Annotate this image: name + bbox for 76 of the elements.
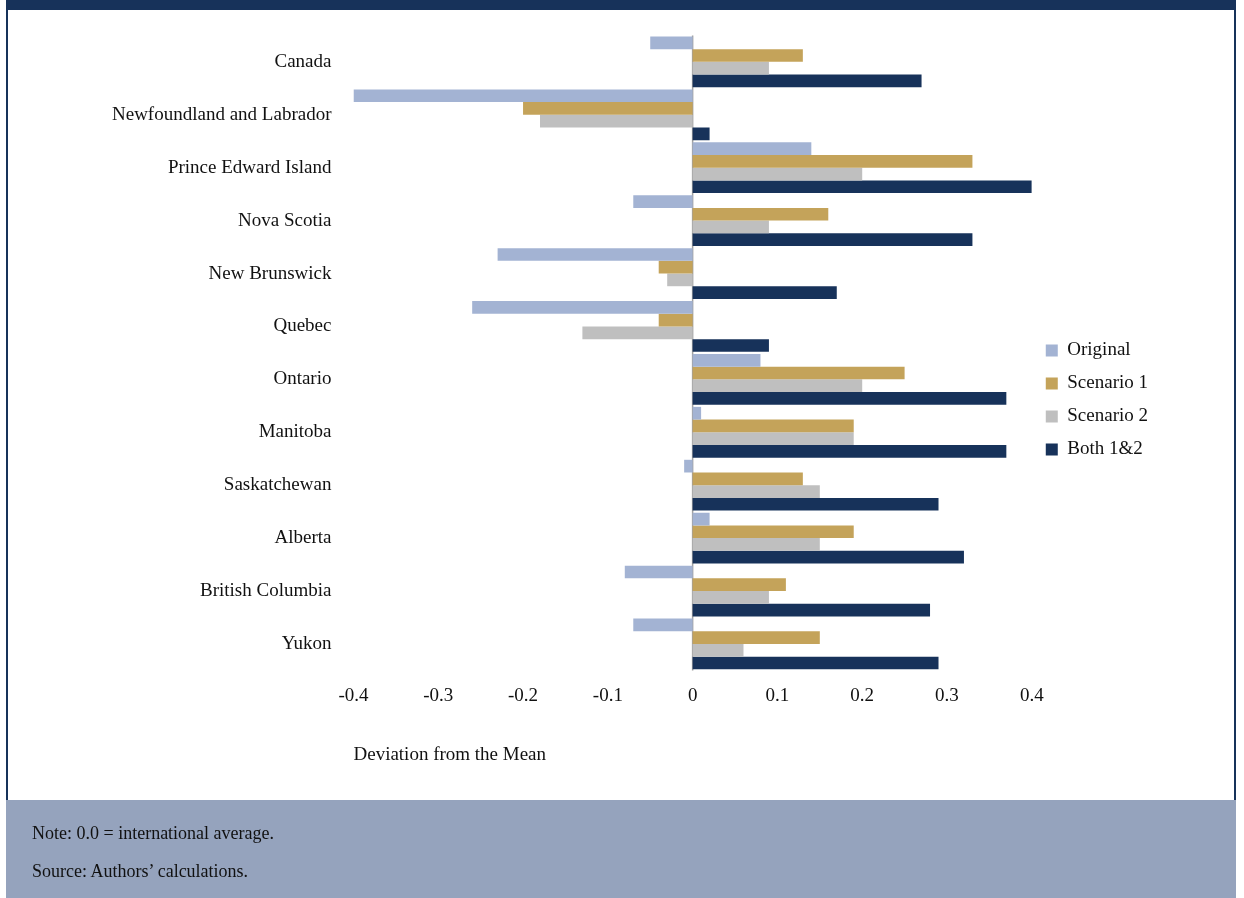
bar [692,591,769,604]
bar [497,248,693,261]
x-tick-label: 0.2 [850,683,875,705]
source-note: Source: Authors’ calculations. [31,860,250,883]
x-tick-label: -0.3 [423,683,454,705]
legend-label: Both 1&2 [1067,437,1143,459]
x-tick-label: -0.4 [338,683,370,705]
bar [353,89,693,103]
bar [624,565,693,579]
bar [472,301,693,314]
y-tick-label: Manitoba [258,420,333,442]
bar [692,419,854,433]
x-tick-label: 0.1 [765,683,790,705]
bar [692,550,964,564]
bar [582,326,693,340]
bar [692,656,939,670]
bar [540,114,693,128]
bar [692,353,761,367]
bar [692,432,854,445]
x-axis-title: Deviation from the Mean [353,742,547,764]
bar [692,497,939,511]
bar [692,127,710,141]
bar [633,618,693,632]
x-tick-label: -0.2 [508,683,539,705]
y-tick-label: Nova Scotia [238,208,333,230]
bar [692,366,905,380]
bar [692,220,769,234]
text: Note: 0.0 = international average. [31,822,276,845]
bar [667,273,693,287]
bar [692,49,803,62]
bar [692,643,744,657]
bar [692,233,973,247]
x-tick-label: 0.3 [935,683,959,705]
bar [692,392,1007,405]
legend-label: Scenario 1 [1067,371,1149,393]
bar [692,578,786,592]
y-tick-label: Alberta [274,526,333,548]
bar [692,379,863,393]
y-tick-label: Saskatchewan [223,473,332,495]
y-tick-label: Ontario [273,367,332,389]
bar [692,444,1007,458]
x-tick-label: 0.4 [1019,683,1045,705]
x-tick-label: -0.1 [592,683,623,705]
y-tick-label: British Columbia [200,579,333,601]
y-tick-label: Prince Edward Island [167,155,332,177]
bar [692,512,710,526]
bar [692,142,812,155]
bar [658,313,693,327]
bar [692,339,769,352]
bar [658,260,693,274]
bar [692,485,820,498]
bar [692,61,769,75]
y-tick-label: Yukon [281,631,332,653]
bar [684,459,693,473]
legend-label: Original [1067,338,1131,360]
bar [692,472,803,486]
bar [523,102,693,115]
bar [633,195,693,208]
bar [692,154,973,168]
bar [692,525,854,539]
x-tick-label: 0 [687,683,698,705]
legend-label: Scenario 2 [1067,404,1149,426]
y-tick-label: New Brunswick [208,261,332,283]
bar [692,538,820,551]
bar [692,180,1032,194]
bar [692,286,837,299]
bar [650,36,693,50]
y-tick-label: Quebec [273,314,332,336]
bar [692,207,829,221]
bar [692,603,931,617]
bar [692,167,863,181]
y-tick-label: Canada [274,49,333,71]
y-tick-label: Newfoundland and Labrador [111,102,333,124]
bar [692,631,820,644]
bar [692,406,702,420]
bar [692,74,922,88]
